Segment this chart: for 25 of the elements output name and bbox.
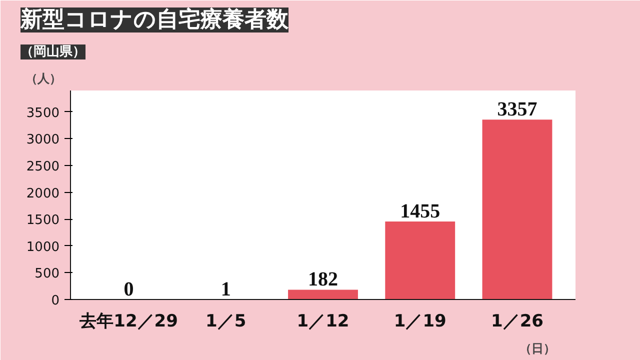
y-tick-label: 0 xyxy=(51,294,60,308)
y-tick-label: 2000 xyxy=(26,186,60,202)
data-label: 3357 xyxy=(497,98,538,121)
bar xyxy=(385,222,456,300)
data-label: 1 xyxy=(220,278,231,300)
x-tick-label: 去年12／29 xyxy=(78,312,178,332)
y-tick-label: 1500 xyxy=(26,213,60,228)
x-axis-title: （日） xyxy=(520,342,556,356)
y-axis-title: （人） xyxy=(26,72,62,86)
x-tick-label: 1／5 xyxy=(206,312,246,332)
y-tick-label: 1000 xyxy=(26,240,60,255)
x-tick-label: 1／26 xyxy=(490,312,544,332)
x-tick-label: 1／12 xyxy=(296,312,350,332)
data-label: 0 xyxy=(124,278,134,300)
bar xyxy=(482,120,552,300)
chart-subtitle: （岡山県） xyxy=(20,44,86,60)
y-tick-label: 2500 xyxy=(26,160,60,175)
y-tick-label: 3500 xyxy=(26,106,60,121)
data-label: 182 xyxy=(308,268,338,291)
chart-title: 新型コロナの自宅療養者数 xyxy=(20,6,290,32)
data-label: 1455 xyxy=(400,200,440,223)
x-tick-label: 1／19 xyxy=(394,312,446,332)
y-tick-label: 3000 xyxy=(26,132,60,148)
bar xyxy=(288,290,358,300)
y-tick-label: 500 xyxy=(34,266,60,282)
